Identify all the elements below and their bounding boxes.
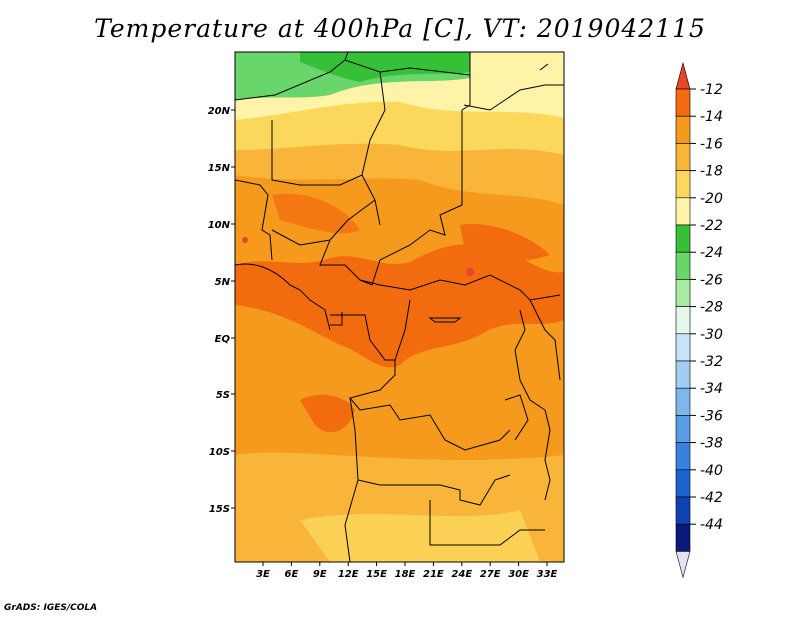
colorbar-bottom-arrow (675, 551, 691, 579)
lon-tick-label: 15E (366, 569, 387, 580)
colorbar-band (675, 333, 691, 362)
temperature-field (235, 52, 564, 562)
colorbar-band (675, 224, 691, 253)
colorbar-label: -34 (700, 381, 723, 397)
lon-tick-label: 12E (338, 569, 359, 580)
lon-tick-label: 6E (285, 569, 299, 580)
colorbar-band (675, 279, 691, 307)
colorbar-label: -18 (700, 164, 723, 180)
colorbar: -12 -14 -16 -18 -20 -22 -24 -26 -28 -30 -32 -34 -36 -… (675, 61, 723, 579)
lat-tick-label: 15S (209, 504, 230, 515)
colorbar-label: -44 (700, 517, 723, 533)
lat-tick-label: 5S (216, 390, 230, 401)
grads-credit: GrADS: IGES/COLA (4, 603, 98, 613)
lat-tick-label: 10N (208, 220, 231, 231)
colorbar-label: -26 (700, 272, 723, 288)
colorbar-band (675, 360, 691, 389)
lon-tick-label: 9E (313, 569, 327, 580)
colorbar-band (675, 115, 691, 144)
colorbar-band (675, 523, 691, 552)
colorbar-label: -20 (700, 191, 723, 207)
colorbar-band (675, 496, 691, 525)
country-borders (235, 52, 564, 562)
colorbar-band (675, 415, 691, 443)
colorbar-label: -32 (700, 354, 723, 370)
lon-tick-label: 30E (508, 569, 529, 580)
lon-tick-label: 18E (395, 569, 416, 580)
colorbar-label: -16 (700, 136, 723, 152)
lon-tick-label: 3E (256, 569, 270, 580)
colorbar-label: -12 (700, 82, 723, 98)
colorbar-label: -22 (700, 218, 723, 234)
colorbar-band (675, 143, 691, 171)
map-frame (234, 51, 565, 563)
lat-tick-label: EQ (215, 334, 231, 345)
colorbar-band (675, 469, 691, 498)
colorbar-label: -30 (700, 327, 723, 343)
colorbar-band (675, 251, 691, 280)
lon-tick-label: 33E (537, 569, 558, 580)
lat-tick-label: 10S (209, 447, 230, 458)
colorbar-label: -28 (700, 300, 723, 316)
colorbar-top-arrow (675, 61, 691, 90)
colorbar-band (675, 170, 691, 199)
colorbar-band (675, 442, 691, 471)
longitude-axis: 3E 6E 9E 12E 15E 18E 21E 24E 27E 30E 33E (256, 562, 558, 580)
lat-tick-label: 5N (215, 277, 231, 288)
lat-tick-label: 15N (208, 163, 231, 174)
lon-tick-label: 24E (451, 569, 472, 580)
lon-tick-label: 21E (423, 569, 444, 580)
map-title: Temperature at 400hPa [C], VT: 201904211… (94, 14, 706, 43)
lon-tick-label: 27E (480, 569, 501, 580)
colorbar-label: -40 (700, 463, 723, 479)
colorbar-band (675, 197, 691, 226)
colorbar-band (675, 88, 691, 117)
latitude-axis: 20N 15N 10N 5N EQ 5S 10S 15S (208, 106, 235, 515)
colorbar-label: -42 (700, 490, 723, 506)
colorbar-label: -36 (700, 408, 723, 424)
colorbar-label: -14 (700, 109, 723, 125)
lat-tick-label: 20N (208, 106, 231, 117)
colorbar-band (675, 306, 691, 335)
colorbar-label: -38 (700, 436, 723, 452)
colorbar-band (675, 387, 691, 416)
colorbar-label: -24 (700, 245, 723, 261)
